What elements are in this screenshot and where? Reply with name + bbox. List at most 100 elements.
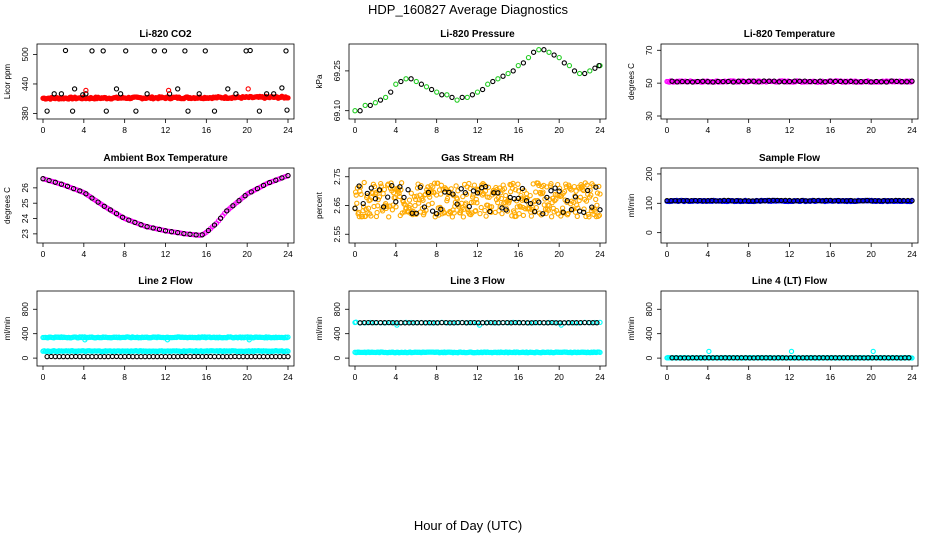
- data-point: [906, 355, 912, 361]
- data-point: [58, 91, 65, 97]
- data-point: [254, 185, 261, 192]
- data-point: [544, 194, 550, 201]
- x-tick-label: 20: [554, 249, 564, 259]
- data-point: [448, 186, 454, 192]
- data-point: [449, 94, 455, 101]
- y-tick-label: 2.75: [332, 168, 342, 185]
- data-point: [450, 191, 456, 197]
- data-layer: [352, 179, 603, 220]
- data-point: [679, 78, 685, 85]
- plot-frame: [660, 290, 919, 367]
- data-point: [548, 181, 554, 187]
- data-point: [454, 196, 460, 202]
- data-point: [751, 78, 757, 84]
- data-point: [388, 89, 394, 95]
- data-point: [408, 190, 414, 196]
- data-point: [807, 78, 813, 85]
- data-point: [352, 108, 358, 114]
- data-point: [473, 207, 479, 214]
- x-tick-label: 24: [283, 125, 293, 135]
- data-point: [414, 193, 420, 199]
- data-point: [666, 79, 673, 85]
- data-point: [376, 194, 383, 200]
- data-point: [909, 198, 915, 204]
- data-point: [283, 48, 289, 54]
- data-point: [546, 202, 552, 209]
- x-tick-label: 4: [81, 372, 86, 382]
- data-point: [375, 196, 381, 203]
- x-tick-label: 20: [242, 372, 252, 382]
- x-tick-label: 12: [785, 125, 795, 135]
- plot-frame: [36, 43, 295, 120]
- x-tick-label: 24: [283, 249, 293, 259]
- data-point: [477, 210, 483, 217]
- data-point: [285, 172, 291, 179]
- x-tick-label: 24: [907, 249, 917, 259]
- data-point: [428, 320, 435, 326]
- x-tick-label: 12: [473, 125, 483, 135]
- x-tick-label: 0: [353, 249, 358, 259]
- x-tick-label: 8: [122, 372, 127, 382]
- data-point: [372, 100, 379, 106]
- data-point: [352, 205, 358, 211]
- data-point: [474, 200, 480, 206]
- data-point: [863, 78, 869, 85]
- data-point: [524, 195, 530, 201]
- data-point: [103, 108, 109, 114]
- data-point: [271, 91, 277, 97]
- x-tick-label: 8: [434, 372, 439, 382]
- data-point: [515, 62, 521, 69]
- data-point: [516, 211, 522, 217]
- x-tick-label: 0: [353, 372, 358, 382]
- data-point: [735, 78, 742, 84]
- data-point: [532, 209, 538, 215]
- data-point: [572, 194, 579, 200]
- data-point: [883, 79, 890, 85]
- data-point: [568, 207, 575, 213]
- data-point: [405, 187, 411, 193]
- x-tick-label: 12: [161, 372, 171, 382]
- data-point: [517, 204, 524, 210]
- data-point: [669, 78, 675, 84]
- data-point: [458, 186, 464, 192]
- data-layer: [664, 197, 915, 205]
- x-tick-label: 8: [746, 249, 751, 259]
- data-point: [478, 204, 484, 211]
- data-point: [771, 78, 777, 84]
- data-point: [715, 78, 721, 85]
- chart-panel: Line 3 Flow ml/min 0 4 8 12 16 20 24 0 400 800: [315, 276, 607, 382]
- data-point: [168, 229, 175, 235]
- y-tick-label: 30: [644, 111, 654, 121]
- data-point: [483, 183, 489, 190]
- data-point: [503, 207, 509, 213]
- data-point: [582, 70, 588, 77]
- data-point: [585, 211, 592, 218]
- data-point: [202, 48, 208, 54]
- data-point: [563, 181, 569, 187]
- data-point: [832, 78, 839, 85]
- data-point: [899, 79, 905, 85]
- data-point: [894, 78, 900, 85]
- data-point: [408, 76, 414, 82]
- panel-title: Li-820 Temperature: [744, 29, 836, 40]
- y-tick-label: 0: [644, 355, 654, 360]
- data-point: [515, 181, 521, 187]
- data-point: [434, 211, 440, 217]
- data-point: [357, 108, 363, 114]
- data-point: [469, 319, 476, 326]
- data-point: [285, 353, 291, 360]
- data-point: [587, 187, 593, 194]
- data-point: [82, 337, 88, 343]
- data-point: [460, 214, 467, 220]
- data-point: [585, 187, 591, 194]
- data-point: [571, 183, 577, 190]
- data-point: [791, 78, 798, 84]
- data-point: [284, 107, 290, 113]
- panel-title: Line 3 Flow: [450, 276, 505, 287]
- data-point: [64, 183, 71, 189]
- data-point: [530, 320, 537, 326]
- data-point: [368, 185, 374, 191]
- x-tick-label: 24: [283, 372, 293, 382]
- x-tick-label: 4: [81, 249, 86, 259]
- data-point: [525, 54, 532, 61]
